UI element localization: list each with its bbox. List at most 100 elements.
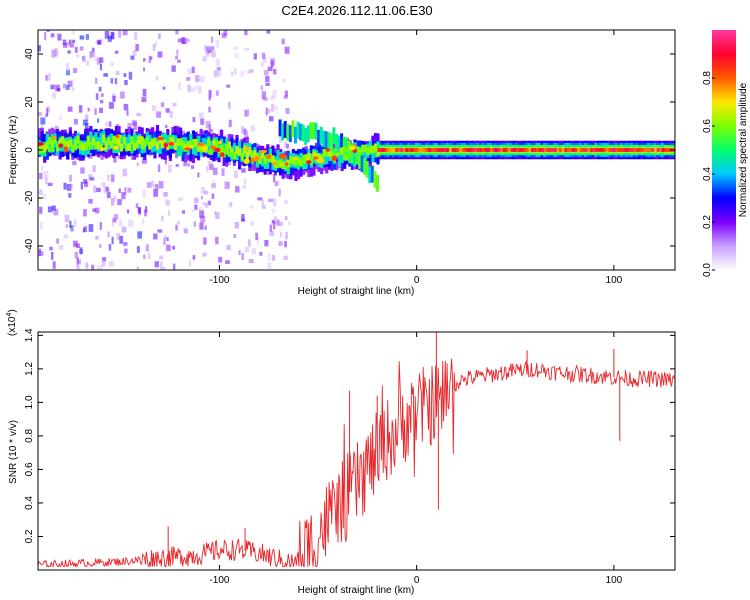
noise-mark	[119, 235, 123, 244]
hot-blob	[214, 147, 221, 153]
branch-mark	[317, 129, 321, 147]
noise-mark	[208, 49, 212, 53]
noise-mark	[65, 224, 68, 228]
ridge-mark	[376, 149, 380, 157]
ridge-mark	[173, 142, 178, 151]
noise-mark	[265, 107, 268, 116]
branch-mark	[355, 147, 359, 165]
noise-mark	[69, 174, 72, 182]
noise-mark	[83, 178, 88, 184]
noise-mark	[135, 203, 139, 209]
core-mark	[607, 148, 612, 152]
noise-mark	[234, 68, 237, 75]
core-mark	[561, 148, 565, 152]
ridge-mark	[325, 149, 329, 165]
noise-mark	[54, 126, 59, 131]
noise-mark	[228, 119, 232, 128]
core-mark	[479, 148, 483, 152]
ridge-mark	[309, 157, 313, 166]
core-mark	[631, 148, 635, 152]
spec-ytick-label: 40	[24, 48, 35, 60]
noise-mark	[90, 51, 95, 57]
core-mark	[495, 148, 499, 152]
noise-mark	[164, 159, 167, 165]
hot-blob	[136, 135, 144, 141]
ridge-mark	[102, 134, 106, 143]
noise-mark	[203, 190, 209, 195]
noise-mark	[114, 50, 119, 54]
noise-mark	[224, 181, 230, 190]
noise-mark	[283, 255, 288, 261]
colorbar-tick-label: 0.8	[702, 71, 713, 85]
noise-mark	[110, 78, 114, 84]
branch-mark	[327, 132, 331, 150]
noise-mark	[257, 197, 263, 201]
noise-mark	[159, 261, 163, 269]
noise-mark	[250, 125, 256, 132]
hot-blob	[115, 134, 120, 139]
noise-mark	[67, 41, 72, 46]
noise-mark	[212, 167, 218, 175]
core-mark	[582, 148, 586, 152]
branch-mark	[322, 130, 326, 148]
noise-mark	[250, 221, 255, 226]
ridge-mark	[150, 139, 155, 147]
noise-mark	[209, 46, 215, 51]
ridge-mark	[86, 135, 90, 144]
core-mark	[390, 148, 394, 152]
core-mark	[446, 148, 450, 152]
noise-mark	[226, 244, 231, 251]
noise-mark	[115, 70, 120, 75]
hot-blob	[260, 149, 268, 154]
noise-mark	[211, 36, 214, 43]
hot-blob	[331, 155, 338, 161]
ridge-mark	[143, 139, 147, 148]
noise-mark	[208, 106, 211, 113]
noise-mark	[49, 246, 53, 251]
hot-blob	[38, 142, 44, 146]
noise-mark	[150, 56, 153, 60]
hot-blob	[83, 142, 91, 148]
ridge-mark	[48, 137, 52, 153]
ridge-mark	[196, 144, 201, 152]
core-mark	[407, 148, 412, 152]
noise-mark	[194, 204, 198, 210]
hot-blob	[223, 148, 230, 154]
noise-mark	[131, 153, 134, 160]
colorbar: 0.0 0.2 0.4 0.6 0.8 Normalized spectral ampl…	[702, 30, 749, 277]
ridge-mark	[194, 138, 198, 147]
core-mark	[400, 148, 404, 152]
noise-mark	[83, 181, 89, 187]
noise-mark	[241, 126, 244, 135]
noise-mark	[160, 267, 166, 270]
ridge-mark	[89, 141, 93, 150]
spec-ytick-label: 0	[24, 147, 35, 153]
ridge-mark	[168, 137, 172, 145]
noise-mark	[175, 55, 179, 60]
ridge-mark	[340, 148, 344, 164]
noise-mark	[154, 41, 157, 48]
noise-mark	[52, 261, 56, 269]
ridge-mark	[302, 155, 306, 163]
noise-mark	[210, 128, 214, 133]
noise-mark	[274, 216, 277, 224]
noise-mark	[82, 119, 88, 126]
noise-mark	[182, 37, 187, 44]
ridge-mark	[99, 132, 103, 148]
noise-mark	[267, 171, 271, 175]
core-mark	[402, 148, 407, 152]
noise-mark	[187, 163, 191, 167]
core-mark	[641, 148, 645, 152]
branch-mark	[363, 157, 367, 175]
noise-mark	[151, 105, 157, 111]
noise-mark	[96, 265, 100, 270]
noise-mark	[208, 90, 212, 98]
noise-mark	[224, 134, 228, 139]
core-mark	[572, 148, 576, 152]
noise-mark	[52, 205, 56, 211]
noise-mark	[82, 227, 85, 233]
noise-mark	[112, 95, 116, 102]
hot-blob	[271, 161, 278, 166]
noise-mark	[145, 244, 149, 252]
spectrogram-panel: -100 0 100 -40 -20 0 20 40 Height of straight l…	[8, 29, 676, 297]
